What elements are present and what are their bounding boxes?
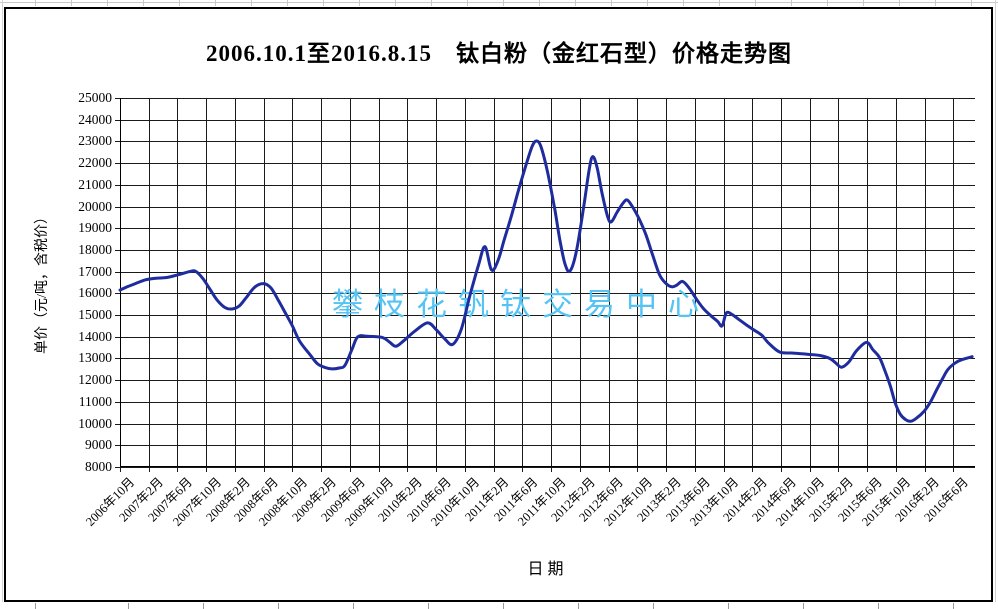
y-tick-label: 21000 bbox=[78, 176, 112, 192]
y-tick-label: 8000 bbox=[85, 459, 112, 474]
y-tick-label: 11000 bbox=[78, 393, 112, 409]
chart-frame bbox=[4, 7, 998, 609]
price-line-chart: 攀枝花钒钛交易中心 bbox=[115, 98, 975, 472]
spreadsheet-gridline-top bbox=[0, 2, 998, 3]
y-tick-label: 20000 bbox=[78, 198, 112, 214]
spreadsheet-gridline-left bbox=[2, 0, 3, 607]
spreadsheet-gridline-right bbox=[995, 0, 996, 607]
y-tick-label: 25000 bbox=[78, 90, 112, 105]
y-tick-label: 17000 bbox=[78, 263, 112, 279]
y-tick-label: 14000 bbox=[78, 328, 112, 344]
spreadsheet-column-ticks-bottom bbox=[6, 603, 998, 609]
watermark-text: 攀枝花钒钛交易中心 bbox=[332, 287, 710, 322]
y-tick-label: 16000 bbox=[78, 285, 112, 301]
price-line-series bbox=[118, 139, 974, 423]
y-tick-label: 10000 bbox=[78, 415, 112, 431]
x-axis-title: 日期 bbox=[527, 561, 568, 578]
y-tick-label: 13000 bbox=[78, 350, 112, 366]
chart-title: 2006.10.1至2016.8.15 钛白粉（金红石型）价格走势图 bbox=[206, 41, 792, 66]
y-tick-label: 24000 bbox=[78, 111, 112, 127]
y-axis-title: 单价（元/吨，含税价） bbox=[35, 210, 50, 354]
y-tick-label: 9000 bbox=[85, 437, 112, 453]
y-tick-label: 15000 bbox=[78, 307, 112, 323]
y-tick-label: 18000 bbox=[78, 241, 112, 257]
y-tick-label: 22000 bbox=[78, 155, 112, 171]
y-tick-label: 23000 bbox=[78, 133, 112, 149]
y-tick-label: 19000 bbox=[78, 220, 112, 236]
y-tick-label: 12000 bbox=[78, 372, 112, 388]
spreadsheet-column-ticks-top bbox=[0, 0, 998, 6]
